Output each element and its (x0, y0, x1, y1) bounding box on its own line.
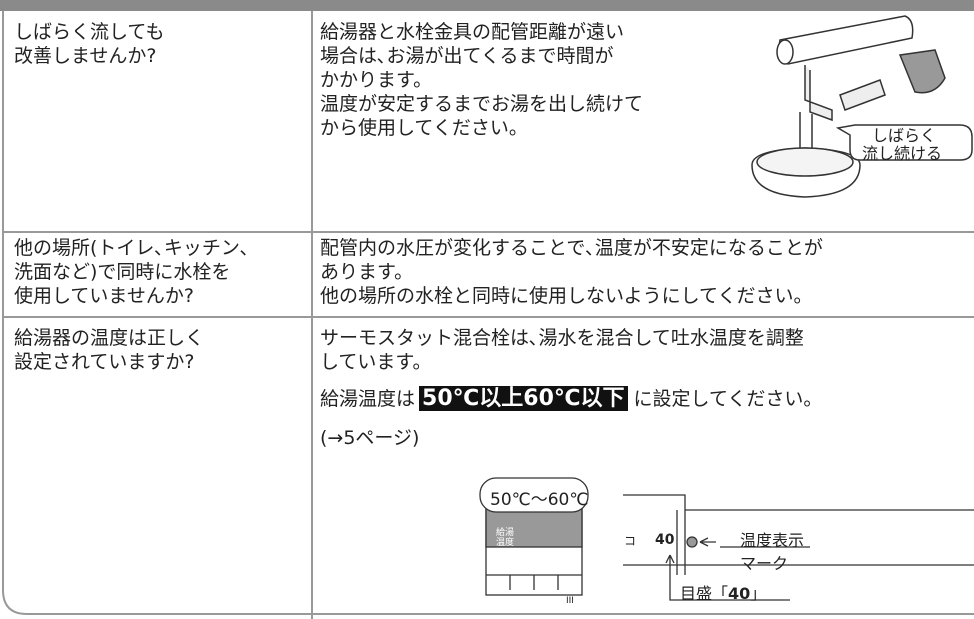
setting-text: に設定してください。 (633, 388, 823, 410)
question-text: 設定されていますか? (14, 351, 195, 373)
corner-mark: III (566, 596, 574, 606)
answer-text: 配管内の水圧が変化することで､温度が不安定になることが (320, 237, 823, 259)
setting-line: 給湯温度は 50℃以上60℃以下 に設定してください。 (320, 386, 823, 411)
question-text: 他の場所(トイレ､キッチン､ (14, 237, 250, 259)
scale-label-part: 」 (750, 584, 767, 603)
side-mark: コ (624, 534, 637, 548)
mark-label: マーク (740, 554, 789, 573)
highlight-text: 50℃以上60℃以下 (419, 386, 628, 411)
answer-text: から使用してください。 (320, 117, 528, 139)
setting-text: 給湯温度は (320, 388, 416, 410)
answer-text: しています。 (320, 351, 432, 373)
answer-text: 他の場所の水栓と同時に使用しないようにしてください。 (320, 285, 813, 307)
mark-label: 温度表示 (740, 531, 805, 550)
range-text: 50℃～60℃ (490, 490, 589, 510)
answer-text: 場合は､お湯が出てくるまで時間が (320, 45, 614, 67)
answer-text: 給湯器と水栓金具の配管距離が遠い (320, 21, 625, 43)
question-text: 改善しませんか? (14, 45, 157, 67)
reference-text: (→5ページ) (320, 427, 420, 449)
remote-label: 温度 (496, 538, 515, 548)
scale-label-part: 40 (728, 584, 751, 603)
callout-text: 流し続ける (862, 144, 943, 163)
callout-text: しばらく (872, 126, 937, 145)
question-text: 使用していませんか? (14, 285, 194, 307)
scale-mark: 40 (655, 532, 675, 548)
answer-text: 温度が安定するまでお湯を出し続けて (320, 93, 644, 115)
question-text: 洗面など)で同時に水栓を (14, 261, 231, 283)
answer-text: サーモスタット混合栓は､湯水を混合して吐水温度を調整 (320, 327, 804, 349)
remote-label: 給湯 (496, 528, 515, 538)
question-text: 給湯器の温度は正しく (14, 327, 205, 349)
question-text: しばらく流しても (14, 21, 165, 43)
scale-label-part: 目盛「 (680, 584, 729, 603)
answer-text: かかります。 (320, 69, 433, 91)
answer-text: あります。 (320, 261, 414, 283)
scale-label: 目盛「40」 (680, 580, 766, 604)
